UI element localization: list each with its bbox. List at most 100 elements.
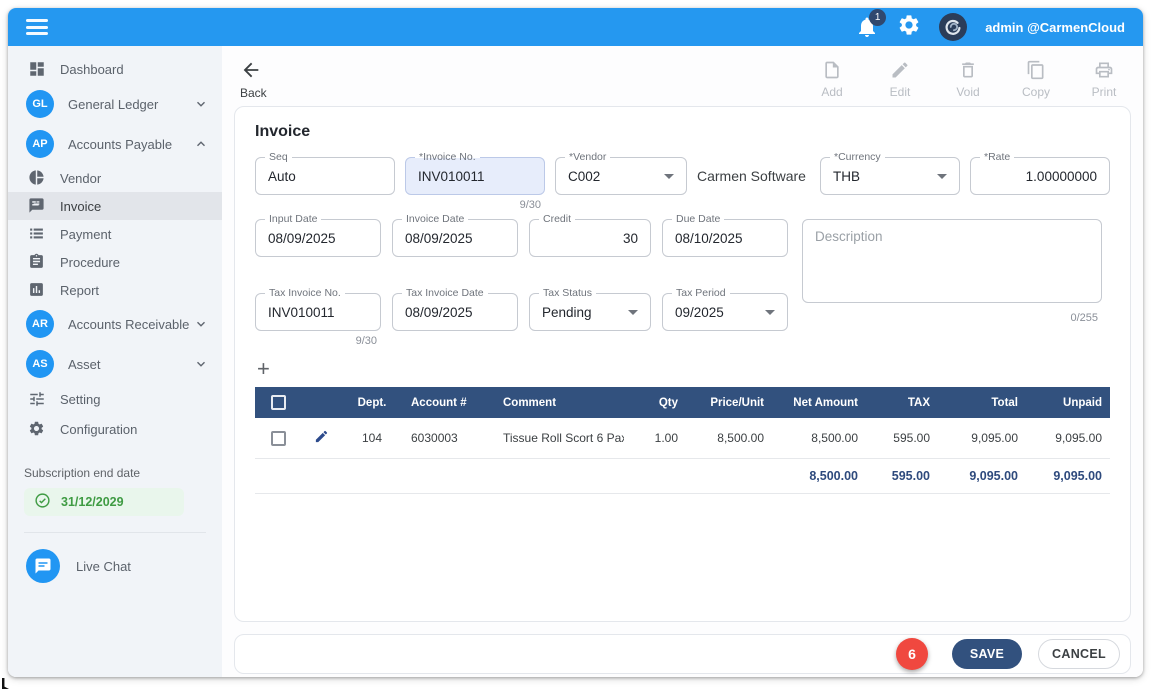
cell-account: 6030003 xyxy=(403,418,495,459)
tax-period-field[interactable]: Tax Period 09/2025 xyxy=(662,293,788,331)
dropdown-caret-icon xyxy=(937,174,947,179)
seq-input[interactable] xyxy=(268,169,382,184)
report-icon xyxy=(28,281,46,299)
as-badge: AS xyxy=(26,350,54,378)
notifications-button[interactable]: 1 xyxy=(855,15,879,39)
record-toolbar: Add Edit Void Copy xyxy=(813,60,1123,99)
void-button[interactable]: Void xyxy=(949,60,987,99)
input-date-input[interactable] xyxy=(268,231,368,246)
subscription-end-date-label: Subscription end date xyxy=(24,466,206,480)
sidebar-item-setting[interactable]: Setting xyxy=(8,384,222,414)
vendor-icon xyxy=(28,169,46,187)
tax-invoice-date-field[interactable]: Tax Invoice Date xyxy=(392,293,518,331)
chevron-down-icon xyxy=(194,97,208,111)
chevron-up-icon xyxy=(194,137,208,151)
sidebar-item-report[interactable]: Report xyxy=(8,276,222,304)
back-button[interactable]: Back xyxy=(240,59,267,100)
invoice-date-field[interactable]: Invoice Date xyxy=(392,219,518,257)
sidebar-item-general-ledger[interactable]: GL General Ledger xyxy=(8,84,222,124)
invoice-no-input[interactable] xyxy=(418,169,532,184)
rate-field[interactable]: *Rate xyxy=(970,157,1110,195)
copy-button[interactable]: Copy xyxy=(1017,60,1055,99)
sidebar-item-accounts-payable[interactable]: AP Accounts Payable xyxy=(8,124,222,164)
page-title: Invoice xyxy=(255,123,1110,141)
currency-field[interactable]: *Currency THB xyxy=(820,157,960,195)
cancel-button[interactable]: CANCEL xyxy=(1038,639,1120,669)
ap-badge: AP xyxy=(26,130,54,158)
sidebar-item-configuration[interactable]: Configuration xyxy=(8,414,222,444)
user-account-label[interactable]: admin @CarmenCloud xyxy=(985,20,1125,35)
subscription-date-pill: 31/12/2029 xyxy=(24,488,184,516)
chevron-down-icon xyxy=(194,317,208,331)
add-document-icon xyxy=(822,60,842,85)
input-date-field[interactable]: Input Date xyxy=(255,219,381,257)
currency-value: THB xyxy=(833,169,860,184)
due-date-field[interactable]: Due Date xyxy=(662,219,788,257)
dashboard-icon xyxy=(28,60,46,78)
ar-badge: AR xyxy=(26,310,54,338)
cell-total: 9,095.00 xyxy=(938,418,1026,459)
sidebar-item-invoice[interactable]: Invoice xyxy=(8,192,222,220)
sidebar-item-accounts-receivable[interactable]: AR Accounts Receivable xyxy=(8,304,222,344)
subscription-date-value: 31/12/2029 xyxy=(61,495,124,509)
sidebar-item-payment[interactable]: Payment xyxy=(8,220,222,248)
topbar: 1 admin @CarmenCloud xyxy=(8,8,1143,46)
invoice-no-field[interactable]: *Invoice No. xyxy=(405,157,545,195)
print-button[interactable]: Print xyxy=(1085,60,1123,99)
notification-count-badge: 1 xyxy=(869,9,886,26)
live-chat-label: Live Chat xyxy=(76,559,131,574)
trash-icon xyxy=(958,60,978,85)
tax-status-value: Pending xyxy=(542,305,592,320)
tax-invoice-no-input[interactable] xyxy=(268,305,368,320)
table-row: 104 6030003 Tissue Roll Scort 6 Pax / Bo… xyxy=(255,418,1110,459)
gear-icon xyxy=(28,420,46,438)
sidebar-item-asset[interactable]: AS Asset xyxy=(8,344,222,384)
credit-input[interactable] xyxy=(542,231,638,246)
sidebar-item-dashboard[interactable]: Dashboard xyxy=(8,54,222,84)
payment-icon xyxy=(28,225,46,243)
sidebar: Dashboard GL General Ledger AP Accounts … xyxy=(8,46,222,677)
description-textarea[interactable] xyxy=(802,219,1102,303)
edit-row-pencil-icon[interactable] xyxy=(314,433,329,447)
sidebar-item-procedure[interactable]: Procedure xyxy=(8,248,222,276)
tax-period-value: 09/2025 xyxy=(675,305,724,320)
cell-comment: Tissue Roll Scort 6 Pax / Box xyxy=(495,418,624,459)
settings-gear-icon[interactable] xyxy=(897,13,921,42)
save-button[interactable]: SAVE xyxy=(952,639,1022,669)
edit-button[interactable]: Edit xyxy=(881,60,919,99)
tax-invoice-no-field[interactable]: Tax Invoice No. xyxy=(255,293,381,331)
tax-invoice-date-input[interactable] xyxy=(405,305,505,320)
vendor-field[interactable]: *Vendor C002 xyxy=(555,157,687,195)
pending-count-badge: 6 xyxy=(896,638,928,670)
invoice-card: Invoice Seq *Invoice No. *Vendor C002 xyxy=(234,106,1131,622)
sidebar-item-vendor[interactable]: Vendor xyxy=(8,164,222,192)
tax-status-field[interactable]: Tax Status Pending xyxy=(529,293,651,331)
rate-input[interactable] xyxy=(983,169,1097,184)
subscription-section: Subscription end date 31/12/2029 xyxy=(8,466,222,533)
pencil-icon xyxy=(890,60,910,85)
cell-price-unit: 8,500.00 xyxy=(686,418,772,459)
live-chat-button[interactable]: Live Chat xyxy=(8,533,222,583)
sliders-icon xyxy=(28,390,46,408)
menu-icon[interactable] xyxy=(26,19,48,35)
due-date-input[interactable] xyxy=(675,231,775,246)
credit-field[interactable]: Credit xyxy=(529,219,651,257)
cell-tax: 595.00 xyxy=(866,418,938,459)
select-all-checkbox[interactable] xyxy=(271,395,286,410)
tax-invoice-no-counter: 9/30 xyxy=(255,331,381,349)
total-unpaid: 9,095.00 xyxy=(1026,459,1110,494)
total-total: 9,095.00 xyxy=(938,459,1026,494)
invoice-date-input[interactable] xyxy=(405,231,505,246)
copy-icon xyxy=(1026,60,1046,85)
chat-bubble-icon xyxy=(26,549,60,583)
add-button[interactable]: Add xyxy=(813,60,851,99)
invoice-icon xyxy=(28,197,46,215)
printer-icon xyxy=(1094,60,1114,85)
add-line-button[interactable]: + xyxy=(257,355,285,383)
seq-field[interactable]: Seq xyxy=(255,157,395,195)
procedure-icon xyxy=(28,253,46,271)
dropdown-caret-icon xyxy=(765,310,775,315)
row-checkbox[interactable] xyxy=(271,431,286,446)
back-arrow-icon xyxy=(240,59,262,86)
gl-badge: GL xyxy=(26,90,54,118)
